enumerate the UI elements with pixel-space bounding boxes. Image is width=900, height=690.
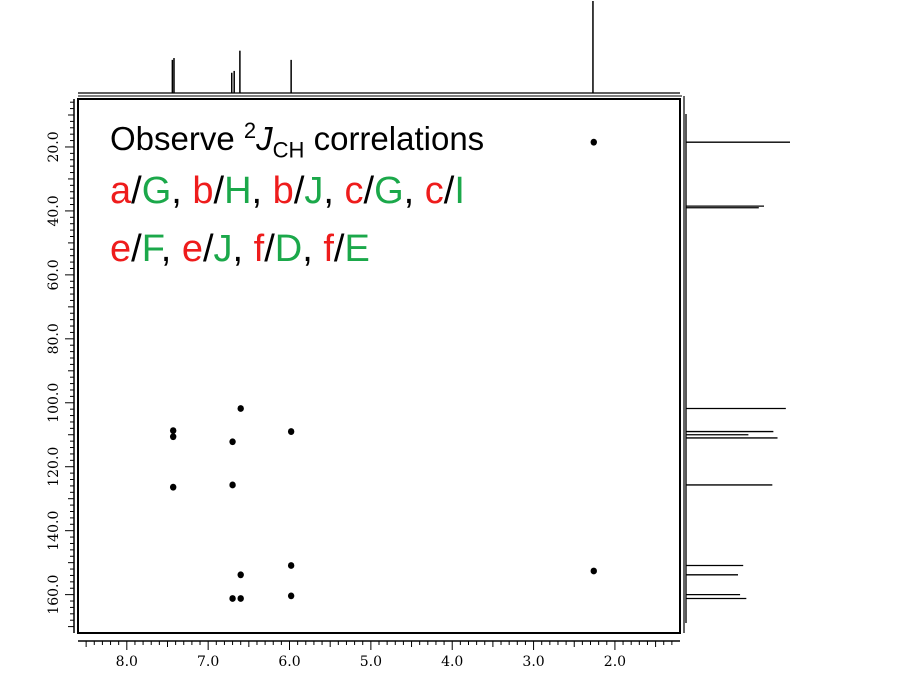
pair-separator: / xyxy=(264,228,275,270)
carbon-label: F xyxy=(141,228,161,270)
cross-peak xyxy=(169,483,177,491)
cross-peak xyxy=(287,428,295,435)
cross-peak xyxy=(237,595,244,602)
list-comma: , xyxy=(251,170,273,212)
cross-peak xyxy=(287,562,295,569)
x-tick-label: 7.0 xyxy=(197,654,219,670)
cross-peak xyxy=(237,571,244,579)
correlation-list-line-2: e/F, e/J, f/D, f/E xyxy=(110,228,370,271)
list-comma: , xyxy=(323,170,345,212)
carbon-label: H xyxy=(224,170,252,212)
list-comma: , xyxy=(232,228,254,270)
proton-label: b xyxy=(192,170,214,212)
list-comma: , xyxy=(171,170,193,212)
pair-separator: / xyxy=(213,170,225,212)
cross-peak xyxy=(229,481,236,489)
pair-separator: / xyxy=(363,170,375,212)
pair-separator: / xyxy=(131,228,142,270)
carbon-label: G xyxy=(374,170,404,212)
x-axis: 8.0 7.0 6.0 5.0 4.0 3.0 2.0 xyxy=(78,640,680,670)
y-tick-label: 140.0 xyxy=(46,511,62,551)
proton-label: f xyxy=(323,228,334,270)
x-tick-label: 6.0 xyxy=(278,654,300,670)
correlation-list-line-1: a/G, b/H, b/J, c/G, c/I xyxy=(110,170,465,213)
y-tick-label: 40.0 xyxy=(46,195,62,226)
pair-separator: / xyxy=(293,170,305,212)
carbon-label: J xyxy=(304,170,324,212)
carbon-label: D xyxy=(274,228,303,270)
cross-peak xyxy=(287,592,295,600)
proton-label: e xyxy=(181,228,203,270)
cross-peak xyxy=(237,405,244,412)
cross-peak xyxy=(229,595,236,602)
cross-peak xyxy=(590,567,597,575)
x-tick-label: 5.0 xyxy=(360,654,382,670)
list-comma: , xyxy=(160,228,182,270)
carbon-label: E xyxy=(344,228,370,270)
carbon-label: G xyxy=(141,170,172,212)
cross-peak xyxy=(169,427,177,434)
cross-peaks xyxy=(169,138,597,602)
annotation-title: Observe 2JCH correlations xyxy=(110,118,485,163)
f1-projection-trace xyxy=(685,114,790,623)
pair-separator: / xyxy=(131,170,142,212)
proton-label: c xyxy=(424,170,444,212)
y-tick-label: 20.0 xyxy=(46,131,62,162)
cross-peak xyxy=(590,138,597,146)
x-tick-label: 8.0 xyxy=(116,654,138,670)
cross-peak xyxy=(229,438,236,446)
carbon-label: I xyxy=(454,170,465,212)
carbon-label: J xyxy=(213,228,233,270)
x-tick-label: 4.0 xyxy=(441,654,463,670)
list-comma: , xyxy=(302,228,324,270)
x-tick-label: 2.0 xyxy=(604,654,626,670)
x-tick-label: 3.0 xyxy=(522,654,544,670)
y-tick-label: 120.0 xyxy=(46,447,62,487)
plot-frame xyxy=(77,95,685,634)
list-comma: , xyxy=(403,170,425,212)
f2-projection-trace xyxy=(78,1,680,94)
plot-border xyxy=(77,98,681,634)
proton-label: b xyxy=(272,170,294,212)
cross-peak xyxy=(169,433,177,441)
proton-label: a xyxy=(110,170,132,212)
y-axis: 20.0 40.0 60.0 80.0 100.0 120.0 140.0 160.0 xyxy=(46,99,75,633)
pair-separator: / xyxy=(333,228,345,270)
pair-separator: / xyxy=(443,170,455,212)
pair-separator: / xyxy=(202,228,214,270)
y-tick-label: 80.0 xyxy=(46,323,62,354)
y-tick-label: 100.0 xyxy=(46,383,62,423)
proton-label: e xyxy=(110,228,132,270)
proton-label: c xyxy=(344,170,364,212)
y-tick-label: 60.0 xyxy=(46,259,62,290)
proton-label: f xyxy=(253,228,265,270)
y-tick-label: 160.0 xyxy=(46,575,62,615)
